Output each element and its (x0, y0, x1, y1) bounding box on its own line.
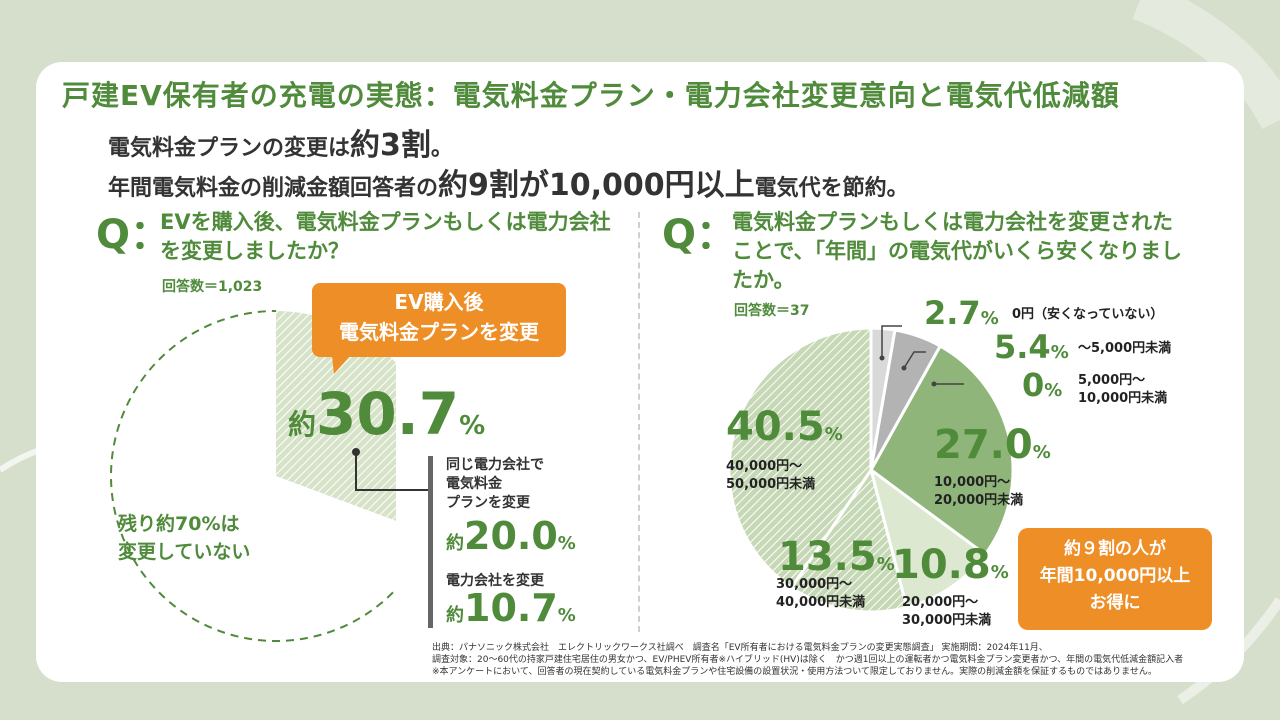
label-30000-text: 30,000円～ 40,000円未満 (776, 577, 866, 610)
subtitle-line-2: 年間電気料金の削減金額回答者の約9割が10,000円以上電気代を節約。 (108, 160, 909, 204)
left-main-percentage: 約30.7% (288, 380, 485, 448)
footnote-line: ※本アンケートにおいて、回答者の現在契約している電気料金プランや住宅設備の設置状… (432, 667, 1157, 677)
pie-slice-5 (789, 466, 909, 614)
breakdown-2-unit: % (557, 605, 576, 626)
breakdown-2-label: 電力会社を変更 (446, 573, 544, 589)
label-0yen-pct: 2.7% (924, 294, 999, 332)
label-lt5000-pct: 5.4% (994, 328, 1069, 366)
footnote-line: 調査対象：20～60代の持家戸建住宅居住の男女かつ、EV/PHEV所有者※ハイブ… (432, 655, 1184, 665)
source-footnote: 出典：パナソニック株式会社 エレクトリックワークス社調べ 調査名「EV所有者にお… (432, 642, 1232, 678)
left-response-count: 回答数＝1,023 (162, 279, 263, 295)
label-40000-text: 40,000円～ 50,000円未満 (726, 459, 816, 492)
left-q-mark: Q： (96, 212, 171, 258)
label-20000-pct: 10.8% (892, 542, 1009, 588)
center-divider (638, 212, 640, 632)
subtitle-1-post: 。 (430, 136, 453, 161)
right-leader-lines (879, 325, 964, 387)
label-30000-value: 13.5 (778, 534, 877, 580)
breakdown-bar (428, 456, 433, 628)
label-5000-value: 0 (1022, 366, 1045, 404)
subtitle-2-em1: 約9割が (438, 168, 549, 203)
label-10000-pct: 27.0% (934, 422, 1051, 468)
infographic-card: 戸建EV保有者の充電の実態：電気料金プラン・電力会社変更意向と電気代低減額 電気… (36, 62, 1244, 682)
breakdown-2-value: 約10.7% (446, 586, 576, 630)
label-40000-value: 40.5 (726, 404, 825, 450)
callout-line-2: 電気料金プランを変更 (339, 320, 539, 344)
breakdown-leader (352, 448, 432, 491)
remainder-line-2: 変更していない (118, 541, 251, 563)
main-unit: % (459, 411, 486, 441)
subtitle-2-em2: 10,000円以上 (548, 168, 755, 203)
label-5000-text: 5,000円～ 10,000円未満 (1078, 373, 1168, 406)
label-10000-text: 10,000円～ 20,000円未満 (934, 475, 1024, 508)
breakdown-1-unit: % (557, 533, 576, 554)
right-q-mark: Q： (662, 212, 737, 258)
label-0yen-value: 2.7 (924, 294, 981, 332)
subtitle-line-1: 電気料金プランの変更は約3割。 (108, 120, 453, 164)
summary-badge: 約９割の人が 年間10,000円以上 お得に (1018, 528, 1212, 630)
breakdown-1-number: 20.0 (464, 514, 558, 558)
remainder-line-1: 残り約70%は (118, 513, 240, 535)
subtitle-1-pre: 電気料金プランの変更は (108, 136, 351, 161)
pie-slice-3 (869, 343, 1015, 557)
main-value: 30.7 (316, 380, 460, 448)
callout-line-1: EV購入後 (394, 290, 484, 314)
label-10000-value: 27.0 (934, 422, 1033, 468)
right-response-count: 回答数＝37 (734, 303, 810, 319)
breakdown-1-label: 同じ電力会社で 電気料金 プランを変更 (446, 456, 544, 513)
label-30000-pct: 13.5% (778, 534, 895, 580)
subtitle-2-pre: 年間電気料金の削減金額回答者の (108, 176, 439, 201)
right-pie-chart (727, 326, 1015, 614)
breakdown-1-prefix: 約 (446, 533, 464, 554)
subtitle-2-post: 電気代を節約。 (754, 176, 909, 201)
left-remainder-label: 残り約70%は 変更していない (118, 510, 250, 566)
left-pie-chart (110, 310, 396, 642)
pie-slice-4 (868, 466, 988, 610)
page-title: 戸建EV保有者の充電の実態：電気料金プラン・電力会社変更意向と電気代低減額 (62, 79, 1120, 112)
breakdown-1-value: 約20.0% (446, 514, 576, 558)
label-5000-pct: 0% (1022, 366, 1063, 404)
label-lt5000-value: 5.4 (994, 328, 1051, 366)
pie-slice-6 (727, 326, 873, 590)
label-0yen-text: 0円（安くなっていない） (1012, 307, 1164, 322)
left-callout: EV購入後 電気料金プランを変更 (312, 283, 566, 357)
main-prefix: 約 (288, 408, 317, 441)
summary-line-2: 年間10,000円以上 (1039, 566, 1191, 586)
right-question: 電気料金プランもしくは電力会社を変更されたことで、「年間」の電気代がいくら安くな… (732, 210, 1183, 292)
pie-slice-changed (276, 311, 396, 521)
label-40000-pct: 40.5% (726, 404, 843, 450)
breakdown-1-label-line: 電気料金 (446, 476, 502, 492)
label-20000-value: 10.8 (892, 542, 991, 588)
breakdown-2-number: 10.7 (464, 586, 558, 630)
label-lt5000-text: ～5,000円未満 (1078, 341, 1172, 356)
breakdown-2-prefix: 約 (446, 605, 464, 626)
pie-slice-unchanged (110, 310, 396, 642)
summary-line-3: お得に (1089, 593, 1141, 613)
label-20000-text: 20,000円～ 30,000円未満 (902, 595, 992, 628)
footnote-line: 出典：パナソニック株式会社 エレクトリックワークス社調べ 調査名「EV所有者にお… (432, 643, 1048, 653)
left-question: EVを購入後、電気料金プランもしくは電力会社を変更しましたか？ (160, 210, 611, 263)
summary-line-1: 約９割の人が (1064, 539, 1166, 559)
callout-pointer (332, 356, 350, 374)
breakdown-1-label-line: プランを変更 (446, 495, 530, 511)
subtitle-1-em: 約3割 (350, 128, 431, 163)
breakdown-1-label-line: 同じ電力会社で (446, 457, 544, 473)
